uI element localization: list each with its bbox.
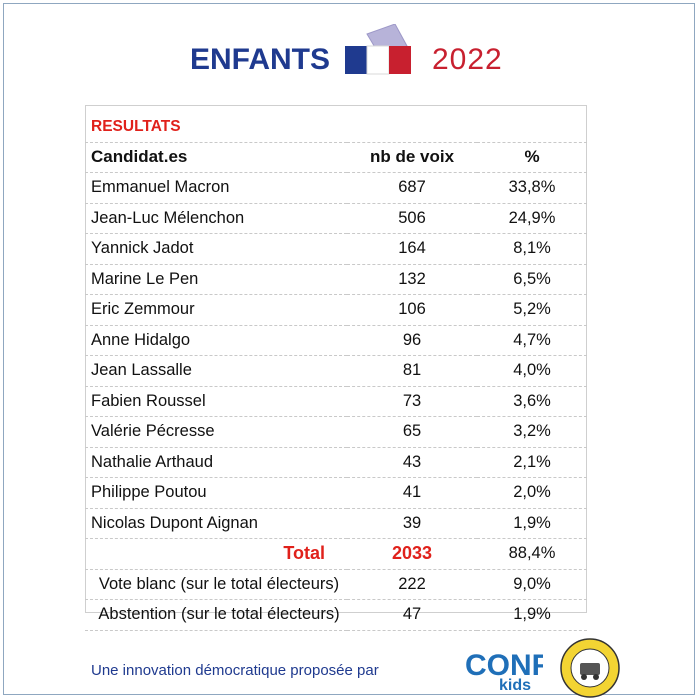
candidate-name: Jean Lassalle: [85, 355, 347, 387]
vote-percent: 1,9%: [477, 508, 587, 539]
total-label: Total: [85, 538, 347, 570]
vote-count: 132: [347, 264, 477, 295]
candidate-name: Philippe Poutou: [85, 477, 347, 509]
vote-count: 106: [347, 294, 477, 326]
vote-count: 65: [347, 416, 477, 448]
table-row: Marine Le Pen 132 6,5%: [85, 264, 587, 295]
vote-count: 164: [347, 233, 477, 265]
extra-row: Vote blanc (sur le total électeurs) 222 9,…: [85, 569, 587, 600]
conf-kids-logo: CONF kids: [465, 649, 543, 693]
vote-count: 687: [347, 172, 477, 204]
table-row: Yannick Jadot 164 8,1%: [85, 233, 587, 265]
page-frame: [3, 3, 695, 695]
vote-percent: 4,0%: [477, 355, 587, 387]
total-row: Total 2033 88,4%: [85, 538, 587, 570]
total-votes: 2033: [347, 538, 477, 570]
table-row: Jean-Luc Mélenchon 506 24,9%: [85, 203, 587, 234]
header-row: Candidat.es nb de voix %: [85, 142, 587, 173]
footer-text: Une innovation démocratique proposée par: [91, 662, 379, 679]
table-row: Fabien Roussel 73 3,6%: [85, 386, 587, 417]
section-label: RESULTATS: [85, 112, 347, 143]
extra-label: Abstention (sur le total électeurs): [85, 599, 347, 631]
table-row: Philippe Poutou 41 2,0%: [85, 477, 587, 509]
vote-count: 506: [347, 203, 477, 234]
vote-count: 81: [347, 355, 477, 387]
vote-percent: 2,1%: [477, 447, 587, 478]
table-row: Anne Hidalgo 96 4,7%: [85, 325, 587, 356]
vote-percent: 3,6%: [477, 386, 587, 417]
table-row: Emmanuel Macron 687 33,8%: [85, 172, 587, 204]
vote-count: 41: [347, 477, 477, 509]
table-row: Nathalie Arthaud 43 2,1%: [85, 447, 587, 478]
candidate-name: Yannick Jadot: [85, 233, 347, 265]
candidate-name: Nicolas Dupont Aignan: [85, 508, 347, 539]
vote-percent: 6,5%: [477, 264, 587, 295]
vote-percent: 5,2%: [477, 294, 587, 326]
tambourinaires-badge-logo: [560, 638, 620, 698]
column-header-candidate: Candidat.es: [85, 142, 347, 173]
total-percent: 88,4%: [477, 538, 587, 570]
candidate-name: Jean-Luc Mélenchon: [85, 203, 347, 234]
vote-count: 39: [347, 508, 477, 539]
candidate-name: Marine Le Pen: [85, 264, 347, 295]
table-row: Jean Lassalle 81 4,0%: [85, 355, 587, 387]
candidate-name: Fabien Roussel: [85, 386, 347, 417]
extra-percent: 9,0%: [477, 569, 587, 600]
conf-logo-text: CONF: [465, 649, 543, 682]
candidate-name: Anne Hidalgo: [85, 325, 347, 356]
table-row: Nicolas Dupont Aignan 39 1,9%: [85, 508, 587, 539]
vote-percent: 8,1%: [477, 233, 587, 265]
brand-year: 2022: [432, 43, 503, 76]
candidate-name: Emmanuel Macron: [85, 172, 347, 204]
vote-count: 73: [347, 386, 477, 417]
table-row: Eric Zemmour 106 5,2%: [85, 294, 587, 326]
vote-count: 43: [347, 447, 477, 478]
extra-percent: 1,9%: [477, 599, 587, 631]
vote-percent: 4,7%: [477, 325, 587, 356]
column-header-percent: %: [477, 142, 587, 173]
extra-label: Vote blanc (sur le total électeurs): [85, 569, 347, 600]
column-header-votes: nb de voix: [347, 142, 477, 173]
candidate-name: Eric Zemmour: [85, 294, 347, 326]
vote-percent: 3,2%: [477, 416, 587, 448]
vote-percent: 33,8%: [477, 172, 587, 204]
extra-row: Abstention (sur le total électeurs) 47 1,9…: [85, 599, 587, 631]
candidate-name: Nathalie Arthaud: [85, 447, 347, 478]
candidate-name: Valérie Pécresse: [85, 416, 347, 448]
vote-percent: 24,9%: [477, 203, 587, 234]
vote-count: 96: [347, 325, 477, 356]
extra-votes: 47: [347, 599, 477, 631]
section-row: RESULTATS: [85, 112, 587, 143]
table-row: Valérie Pécresse 65 3,2%: [85, 416, 587, 448]
brand-title: ENFANTS: [190, 43, 331, 76]
results-table: RESULTATS Candidat.es nb de voix % Emman…: [85, 112, 587, 631]
conf-logo-sub: kids: [499, 677, 531, 693]
extra-votes: 222: [347, 569, 477, 600]
vote-percent: 2,0%: [477, 477, 587, 509]
ballot-box-icon: [345, 24, 411, 75]
